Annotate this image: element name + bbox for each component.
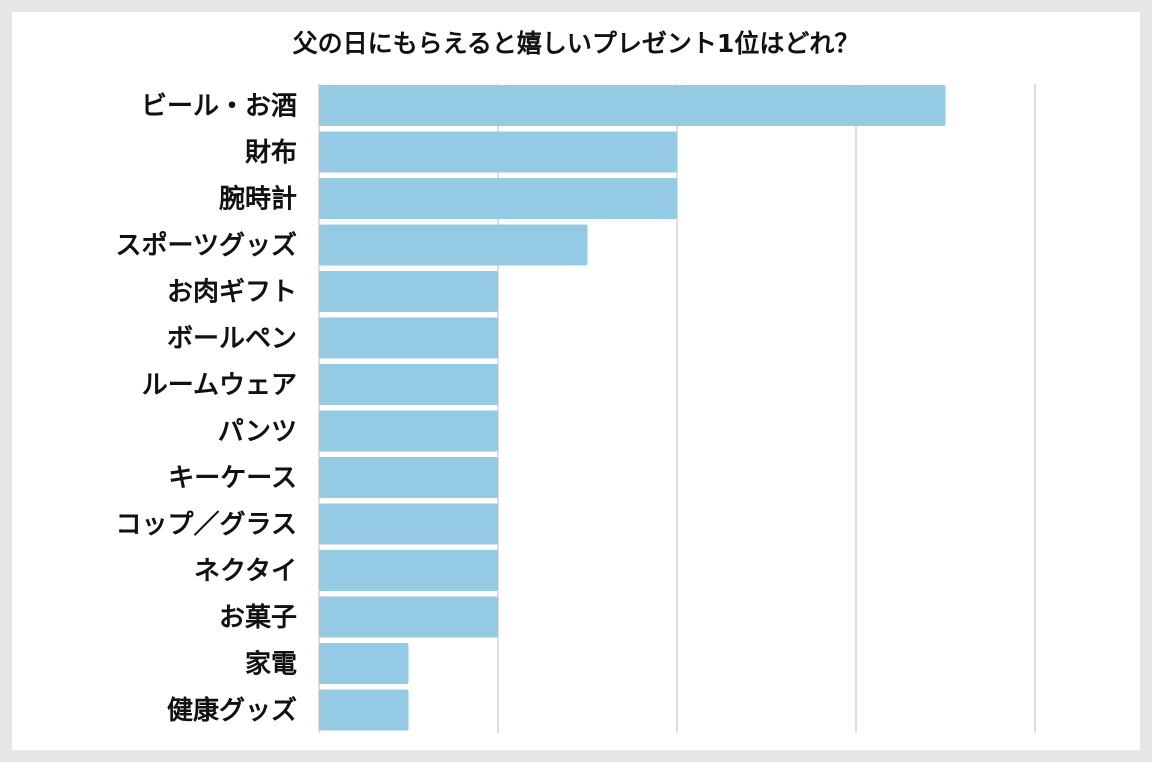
bar — [319, 271, 498, 312]
category-label: お肉ギフト — [167, 278, 297, 308]
category-label: お菓子 — [219, 603, 297, 633]
category-label: ネクタイ — [194, 557, 297, 587]
category-label: スポーツグッズ — [116, 230, 297, 261]
bar — [319, 457, 498, 498]
bar — [319, 178, 677, 219]
bar — [319, 689, 409, 731]
bar — [319, 131, 677, 173]
category-label: 健康グッズ — [167, 695, 297, 726]
bar — [319, 550, 498, 591]
category-label: ボールペン — [167, 324, 297, 354]
category-label: パンツ — [218, 417, 297, 447]
category-label: ルームウェア — [142, 371, 297, 401]
chart-title: 父の日にもらえると嬉しいプレゼント1位はどれ？ — [292, 29, 860, 58]
bar — [319, 410, 498, 452]
category-label: キーケース — [168, 464, 297, 494]
bar — [319, 643, 409, 684]
category-label: コップ／グラス — [116, 510, 297, 540]
bar — [319, 224, 588, 266]
category-label: ビール・お酒 — [141, 92, 297, 122]
bar — [319, 317, 498, 359]
category-labels: ビール・お酒財布腕時計スポーツグッズお肉ギフトボールペンルームウェアパンツキーケ… — [116, 92, 297, 727]
category-label: 腕時計 — [218, 184, 297, 215]
bar — [319, 85, 946, 126]
bar-layer — [319, 85, 946, 731]
bar — [319, 596, 498, 638]
bar — [319, 364, 498, 405]
category-label: 家電 — [245, 649, 297, 680]
bar — [319, 503, 498, 545]
category-label: 財布 — [245, 138, 297, 168]
